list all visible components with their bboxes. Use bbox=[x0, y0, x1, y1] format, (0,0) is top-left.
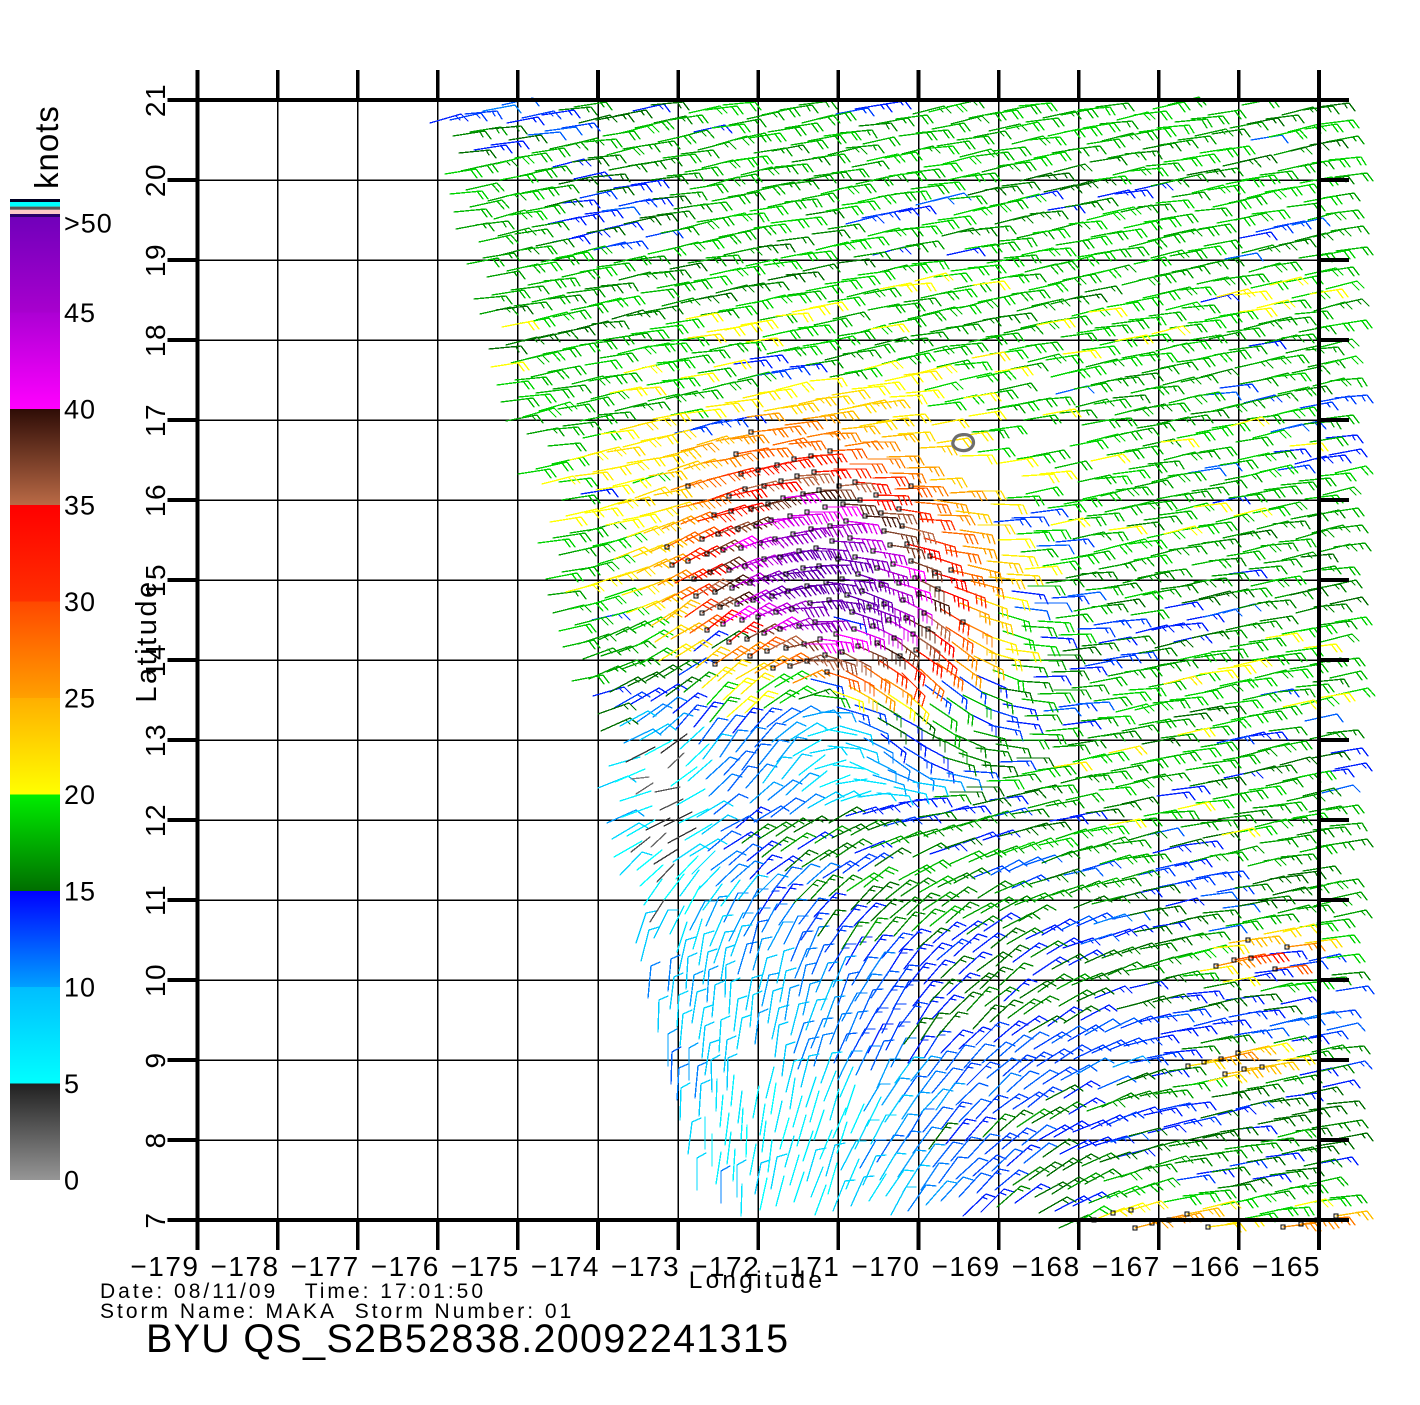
svg-text:Storm Name: MAKA Storm Number: Storm Name: MAKA Storm Number: 01 bbox=[100, 1300, 574, 1323]
svg-text:10: 10 bbox=[64, 973, 96, 1003]
svg-text:7: 7 bbox=[140, 1211, 171, 1228]
svg-text:20: 20 bbox=[140, 163, 171, 197]
svg-text:knots: knots bbox=[28, 105, 65, 189]
svg-text:18: 18 bbox=[140, 323, 171, 357]
svg-text:20: 20 bbox=[64, 780, 96, 810]
svg-text:25: 25 bbox=[64, 684, 96, 714]
svg-text:Date: 08/11/09 Time: 17:01:5: Date: 08/11/09 Time: 17:01:50 bbox=[100, 1280, 486, 1303]
svg-text:12: 12 bbox=[140, 803, 171, 837]
svg-text:21: 21 bbox=[140, 83, 171, 117]
svg-text:17: 17 bbox=[140, 403, 171, 437]
svg-text:−173: −173 bbox=[611, 1251, 680, 1282]
svg-text:13: 13 bbox=[140, 723, 171, 757]
svg-text:−169: −169 bbox=[932, 1251, 1001, 1282]
svg-text:0: 0 bbox=[64, 1166, 80, 1196]
svg-text:−165: −165 bbox=[1252, 1251, 1321, 1282]
svg-text:−167: −167 bbox=[1092, 1251, 1161, 1282]
svg-text:35: 35 bbox=[64, 491, 96, 521]
svg-text:Latitude: Latitude bbox=[131, 579, 163, 702]
svg-text:−176: −176 bbox=[371, 1251, 440, 1282]
svg-text:15: 15 bbox=[140, 563, 171, 597]
svg-text:Longitude: Longitude bbox=[689, 1267, 825, 1294]
svg-text:9: 9 bbox=[140, 1051, 171, 1068]
svg-text:−166: −166 bbox=[1172, 1251, 1241, 1282]
svg-text:−175: −175 bbox=[451, 1251, 520, 1282]
svg-text:−168: −168 bbox=[1012, 1251, 1081, 1282]
svg-text:−170: −170 bbox=[851, 1251, 920, 1282]
svg-text:11: 11 bbox=[140, 884, 171, 916]
svg-text:19: 19 bbox=[140, 243, 171, 277]
svg-text:−179: −179 bbox=[130, 1251, 199, 1282]
svg-text:15: 15 bbox=[64, 876, 96, 906]
svg-text:14: 14 bbox=[140, 643, 171, 677]
svg-text:−174: −174 bbox=[531, 1251, 600, 1282]
svg-text:16: 16 bbox=[140, 483, 171, 517]
svg-text:40: 40 bbox=[64, 394, 96, 424]
svg-text:8: 8 bbox=[140, 1131, 171, 1148]
svg-text:BYU QS_S2B52838.20092241315: BYU QS_S2B52838.20092241315 bbox=[146, 1317, 789, 1361]
svg-text:10: 10 bbox=[140, 963, 171, 997]
svg-text:−172: −172 bbox=[691, 1251, 760, 1282]
svg-text:5: 5 bbox=[64, 1069, 80, 1099]
svg-text:>50: >50 bbox=[64, 209, 113, 239]
svg-text:−177: −177 bbox=[291, 1251, 360, 1282]
svg-text:−178: −178 bbox=[211, 1251, 280, 1282]
svg-text:30: 30 bbox=[64, 587, 96, 617]
svg-text:45: 45 bbox=[64, 298, 96, 328]
svg-text:−171: −171 bbox=[771, 1251, 840, 1282]
